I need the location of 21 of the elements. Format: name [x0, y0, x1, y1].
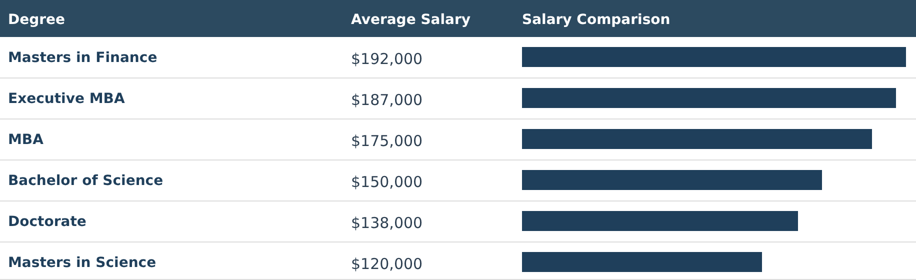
data-label: $187,000: [351, 91, 423, 109]
data-label: $150,000: [351, 173, 423, 191]
y-tick-label: Masters in Science: [8, 255, 156, 271]
y-tick-label: Doctorate: [8, 214, 86, 230]
bar: [522, 170, 822, 190]
y-tick-label: Masters in Finance: [8, 50, 158, 66]
y-tick-label: Executive MBA: [8, 91, 125, 107]
y-axis-title: Degree: [8, 12, 66, 28]
bar: [522, 88, 896, 108]
y-tick-label: Bachelor of Science: [8, 173, 164, 189]
x-axis-title: Salary Comparison: [522, 12, 670, 28]
data-label: $120,000: [351, 255, 423, 273]
y-tick-label: MBA: [8, 132, 44, 148]
bar: [522, 211, 798, 231]
data-label: $175,000: [351, 132, 423, 150]
bar: [522, 47, 906, 67]
text: Average Salary: [351, 12, 471, 28]
data-label: $192,000: [351, 50, 423, 68]
data-label: $138,000: [351, 214, 423, 232]
bar: [522, 129, 872, 149]
bar: [522, 252, 762, 272]
